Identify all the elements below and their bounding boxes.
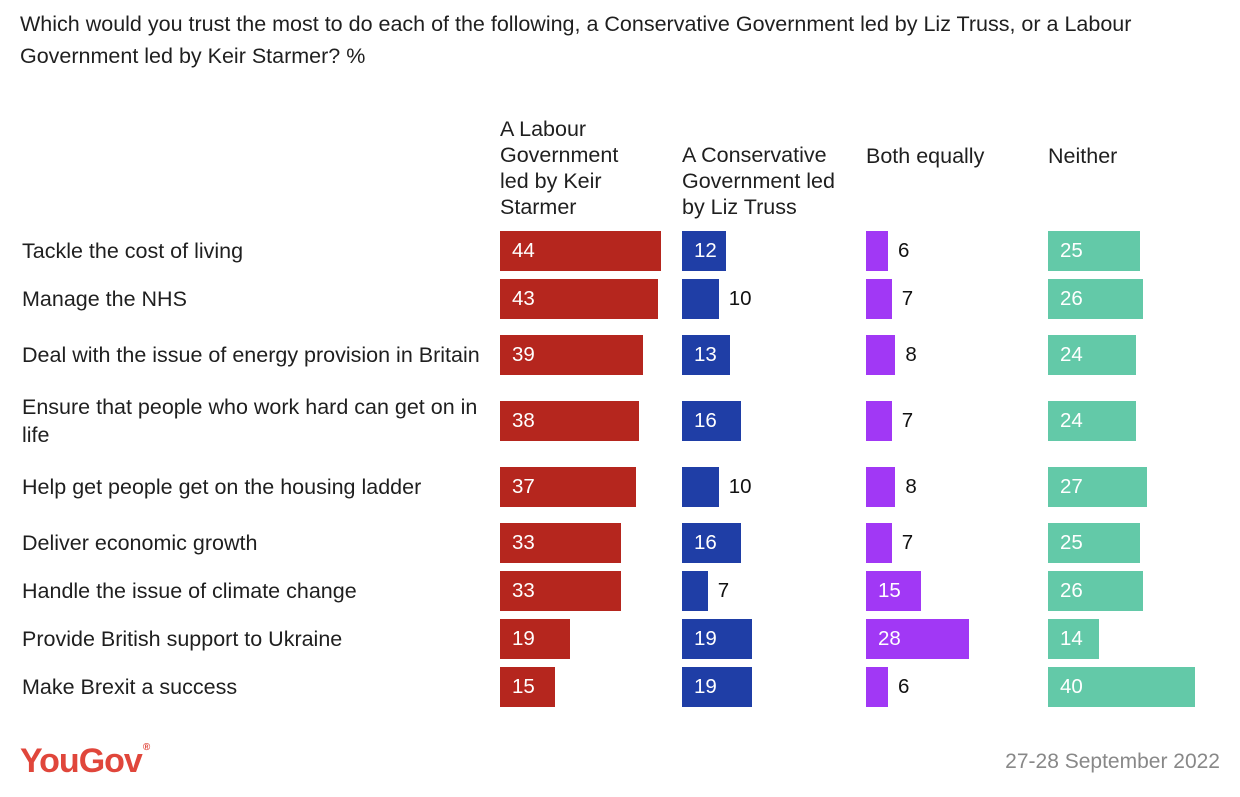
bar-value-label: 26 — [1060, 579, 1083, 602]
bar-value-label: 16 — [694, 531, 717, 554]
chart-title: Which would you trust the most to do eac… — [20, 12, 1132, 68]
bar-value-label: 15 — [512, 675, 535, 698]
bar-value-label: 14 — [1060, 627, 1083, 650]
column-header-2: A Conservative Government led by Liz Tru… — [682, 143, 835, 219]
bar-value-label: 19 — [512, 627, 535, 650]
bar-value-label: 12 — [694, 239, 717, 262]
registered-mark: ® — [142, 742, 150, 753]
bar-value-label: 24 — [1060, 343, 1083, 366]
bar-value-label: 15 — [878, 579, 901, 602]
bar — [682, 467, 719, 507]
bar — [682, 231, 727, 271]
bar — [866, 467, 896, 507]
survey-date: 27-28 September 2022 — [1005, 750, 1220, 773]
column-header-3: Both equally — [866, 144, 985, 168]
bar-value-label: 7 — [901, 287, 914, 310]
row-label: Handle the issue of climate change — [22, 579, 357, 603]
bar — [500, 619, 570, 659]
bar — [1048, 401, 1137, 441]
bar — [1048, 523, 1140, 563]
bar — [500, 231, 662, 271]
bar-value-label: 10 — [728, 475, 752, 498]
bar — [1048, 335, 1137, 375]
bar-value-label: 24 — [1060, 409, 1083, 432]
bar-value-label: 16 — [694, 409, 717, 432]
bar — [682, 523, 741, 563]
bar-value-label: 37 — [512, 475, 535, 498]
bar-value-label: 10 — [728, 287, 752, 310]
bar-value-label: 39 — [512, 343, 535, 366]
bar-value-label: 43 — [512, 287, 535, 310]
yougov-logo: YouGov® — [20, 742, 150, 781]
bar — [500, 523, 622, 563]
bar — [866, 667, 889, 707]
row-label: Ensure that people who work hard can get… — [22, 395, 478, 447]
bar — [866, 401, 892, 441]
brand-name: YouGov — [20, 742, 143, 780]
row-label: Deliver economic growth — [22, 531, 258, 555]
bar-value-label: 6 — [898, 239, 910, 262]
bar-value-label: 44 — [512, 239, 535, 262]
bar — [1048, 231, 1140, 271]
column-header-4: Neither — [1048, 144, 1118, 168]
column-header-1: A Labour Government led by Keir Starmer — [500, 117, 619, 219]
bar-value-label: 7 — [901, 409, 914, 432]
bar — [866, 619, 969, 659]
bar — [866, 279, 892, 319]
bar — [1048, 667, 1195, 707]
bar-value-label: 38 — [512, 409, 535, 432]
bar-value-label: 27 — [1060, 475, 1083, 498]
row-label: Help get people get on the housing ladde… — [22, 475, 422, 499]
bar-value-label: 7 — [901, 531, 914, 554]
bar-value-label: 13 — [694, 343, 717, 366]
bar — [500, 571, 622, 611]
bar-value-label: 33 — [512, 579, 535, 602]
bar — [682, 667, 752, 707]
row-label: Tackle the cost of living — [22, 239, 244, 263]
bar — [682, 571, 708, 611]
bar — [1048, 279, 1144, 319]
bar-value-label: 19 — [694, 627, 717, 650]
bar — [1048, 467, 1148, 507]
bar-value-label: 25 — [1060, 239, 1083, 262]
bar-value-label: 7 — [717, 579, 730, 602]
bar — [1048, 619, 1100, 659]
bar — [866, 231, 889, 271]
bar-value-label: 8 — [905, 343, 917, 366]
bar-value-label: 19 — [694, 675, 717, 698]
bar — [500, 467, 636, 507]
bar — [500, 401, 640, 441]
row-label: Make Brexit a success — [22, 675, 238, 699]
bar-value-label: 33 — [512, 531, 535, 554]
row-label: Manage the NHS — [22, 287, 187, 311]
bar — [682, 619, 752, 659]
bar-value-label: 40 — [1060, 675, 1083, 698]
bar — [682, 279, 719, 319]
bar-value-label: 26 — [1060, 287, 1083, 310]
bar — [682, 401, 741, 441]
bar — [500, 279, 658, 319]
bar — [1048, 571, 1144, 611]
bar — [500, 335, 644, 375]
bar — [682, 335, 730, 375]
bar-value-label: 8 — [905, 475, 917, 498]
row-label: Deal with the issue of energy provision … — [22, 343, 480, 367]
row-label: Provide British support to Ukraine — [22, 627, 343, 651]
bar — [866, 335, 896, 375]
bar-value-label: 6 — [898, 675, 910, 698]
bar-value-label: 28 — [878, 627, 901, 650]
bar — [866, 571, 922, 611]
bar — [866, 523, 892, 563]
bar — [500, 667, 556, 707]
bar-value-label: 25 — [1060, 531, 1083, 554]
